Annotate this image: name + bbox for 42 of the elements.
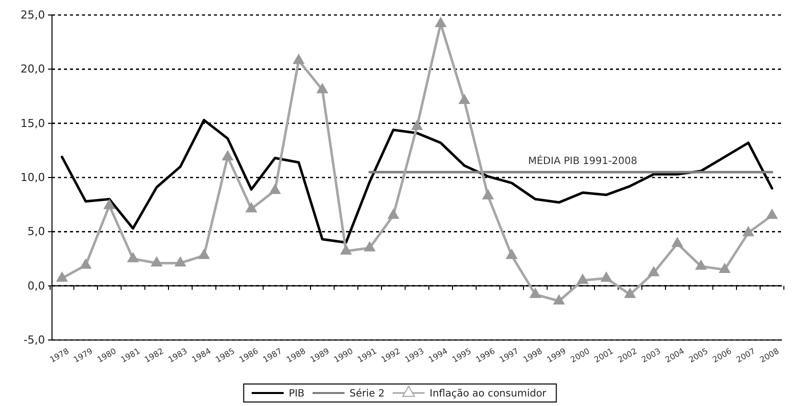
point (222, 150, 234, 160)
y-tick-label: 15,0 (20, 116, 45, 130)
point (506, 249, 518, 259)
point (293, 54, 304, 64)
point (435, 17, 446, 28)
y-tick-label: 0,0 (28, 279, 45, 292)
legend-label: Série 2 (350, 388, 385, 400)
point (364, 242, 376, 252)
point (600, 272, 612, 282)
point (127, 252, 139, 262)
point (766, 209, 778, 219)
point (482, 190, 494, 200)
point (269, 184, 281, 194)
point (151, 256, 162, 267)
point (198, 249, 210, 259)
y-tick-label: 20,0 (20, 62, 45, 76)
point (174, 256, 186, 267)
point (411, 120, 423, 130)
point (316, 83, 328, 94)
point (104, 199, 115, 210)
y-tick-label: 10,0 (20, 171, 45, 184)
point (530, 288, 541, 298)
point (458, 94, 470, 104)
point (56, 272, 68, 282)
point (672, 237, 683, 248)
point (624, 288, 636, 298)
annotation: MÉDIA PIB 1991-2008 (528, 154, 638, 168)
point (246, 202, 257, 212)
point (719, 263, 730, 274)
legend-label: PIB (288, 388, 305, 400)
point (80, 258, 92, 269)
point (742, 226, 754, 236)
legend-label: Inflação ao consumidor (430, 388, 548, 400)
point (695, 260, 707, 270)
y-tick-label: 25,0 (20, 8, 45, 22)
point (388, 209, 399, 219)
point (340, 244, 352, 255)
y-tick-label: -5,0 (24, 334, 45, 347)
point (577, 274, 588, 284)
y-tick-label: 5,0 (28, 225, 45, 238)
point (553, 294, 565, 304)
point (648, 266, 660, 276)
